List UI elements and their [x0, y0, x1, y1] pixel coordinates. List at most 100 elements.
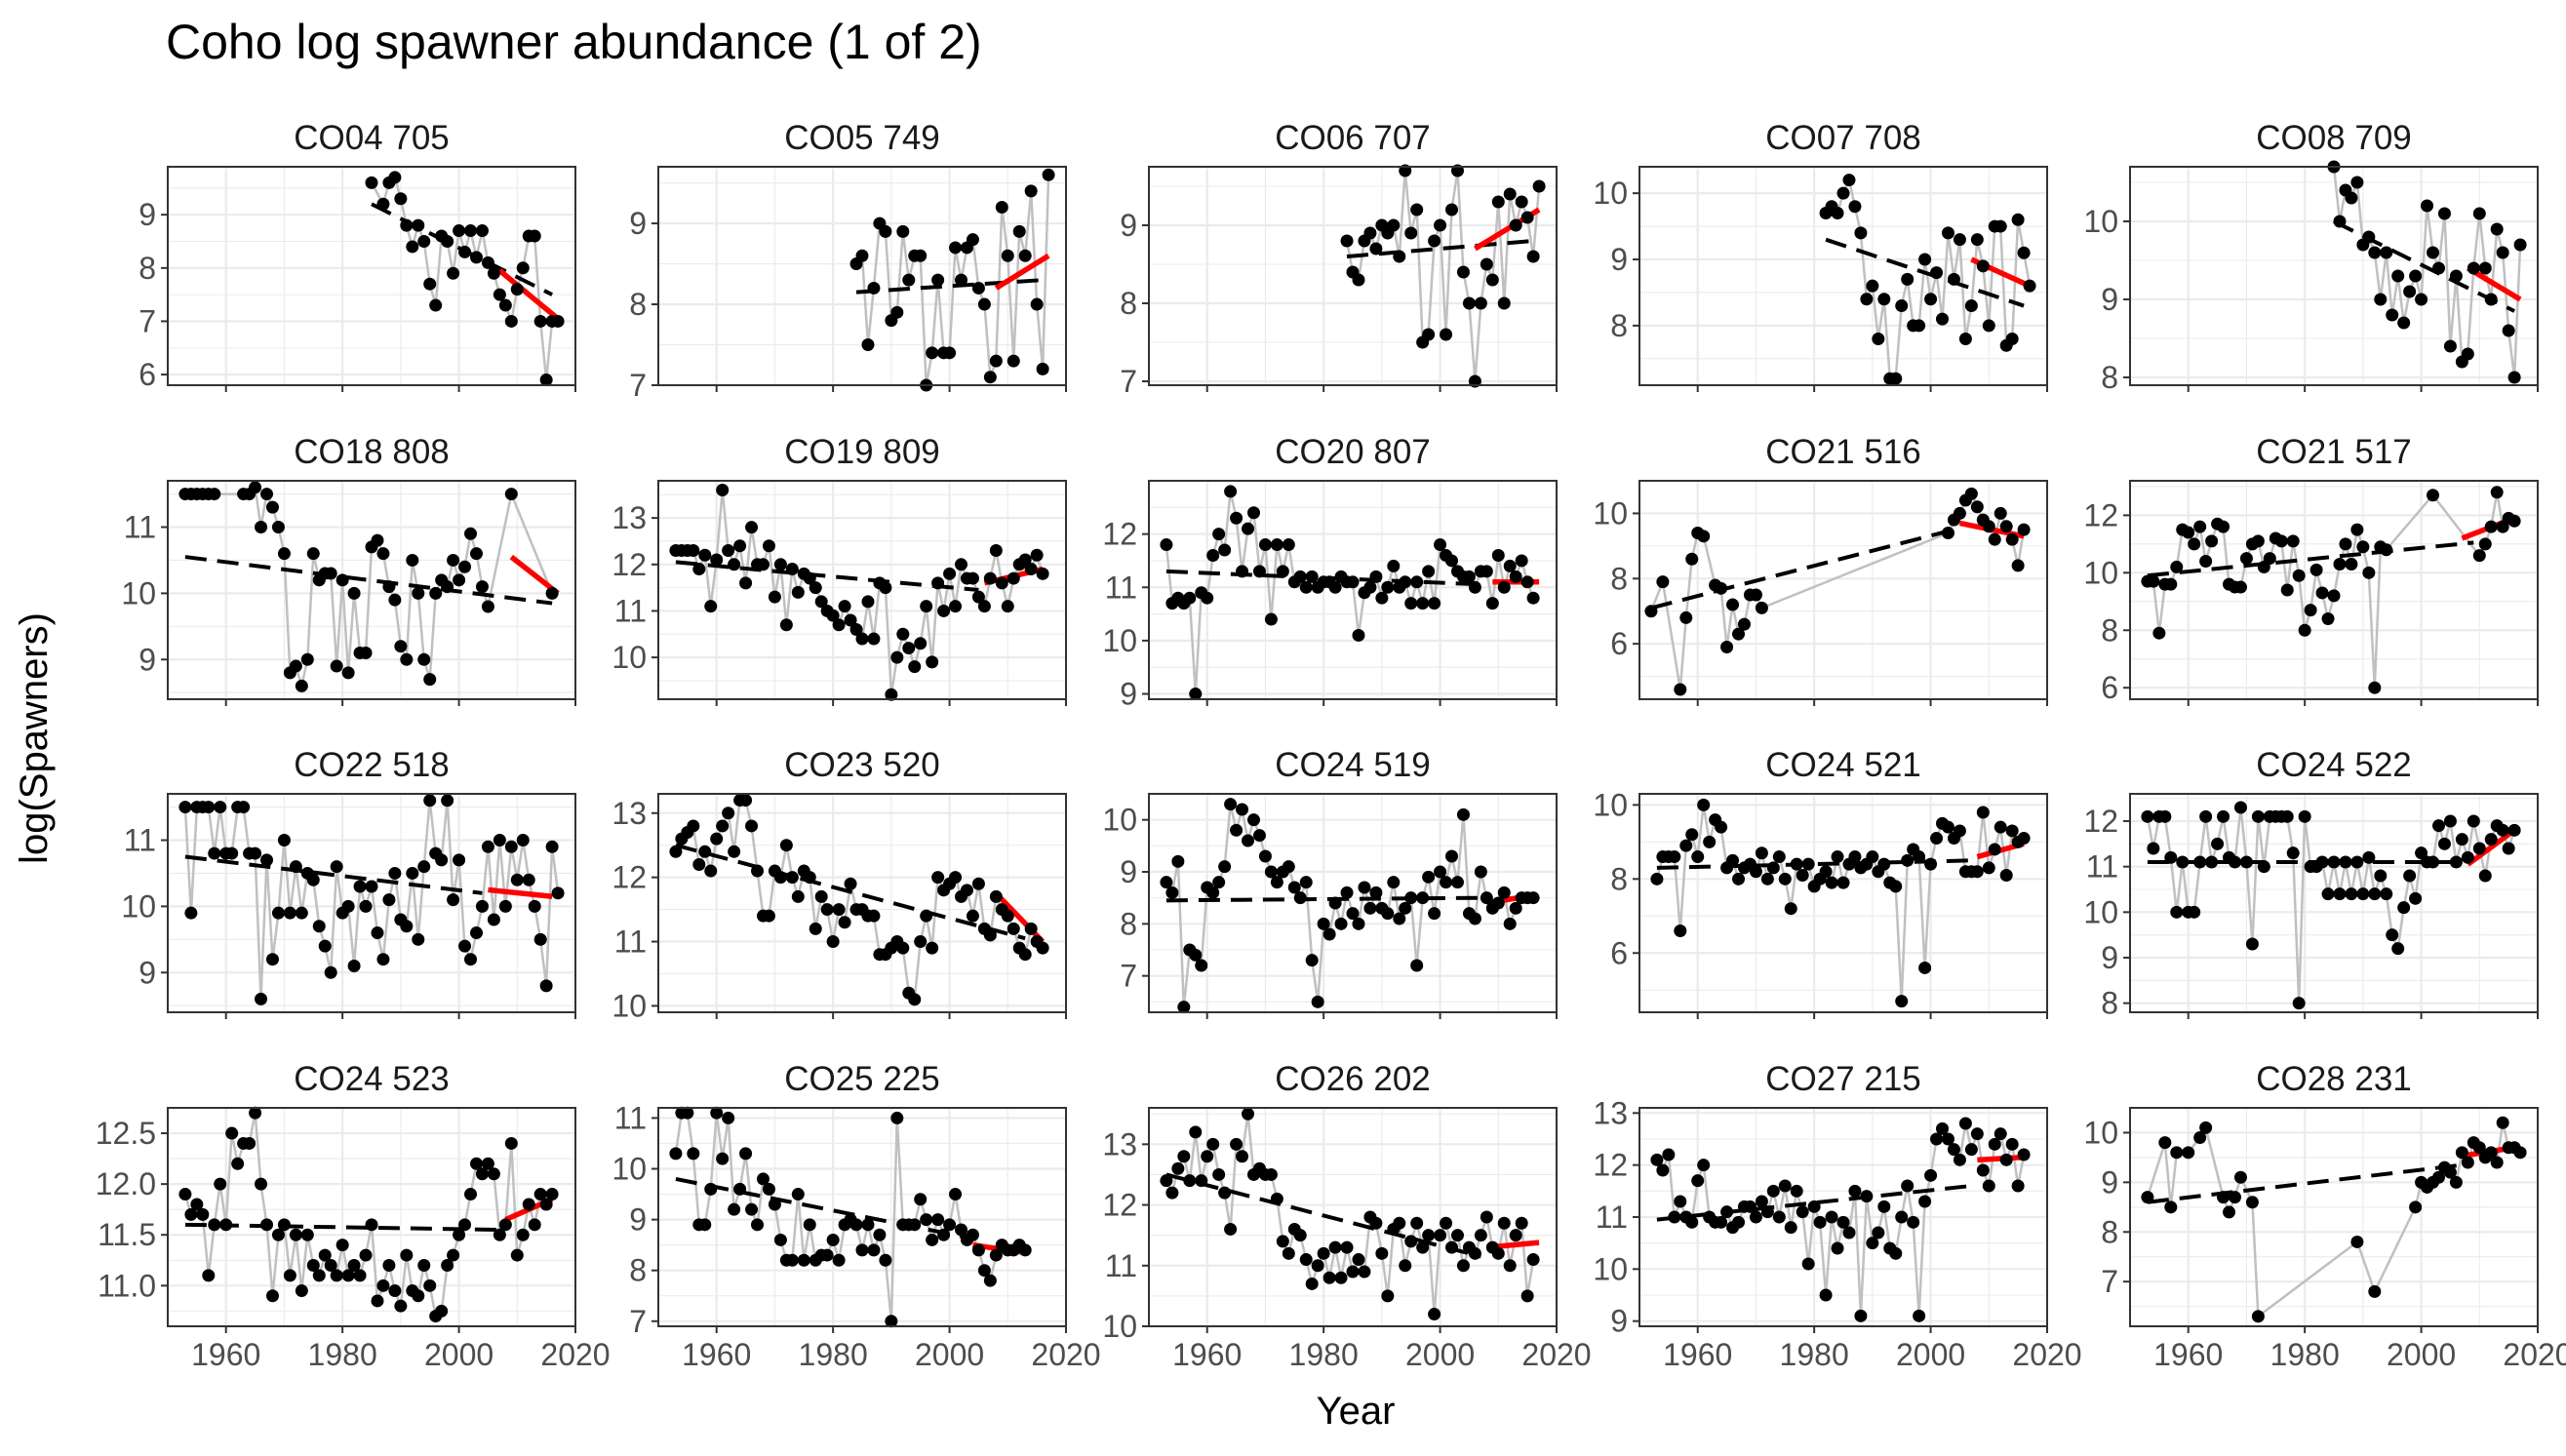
data-point	[341, 1269, 355, 1282]
y-tick-label: 10	[1593, 495, 1628, 531]
data-point	[2461, 850, 2474, 864]
data-point	[704, 600, 718, 613]
data-point	[2449, 1175, 2463, 1189]
y-tick-label: 9	[1120, 854, 1137, 889]
data-point	[1328, 580, 1342, 594]
data-point	[1346, 1265, 1360, 1279]
data-point	[1918, 253, 1932, 266]
y-tick-label: 8	[1120, 906, 1137, 941]
data-point	[2170, 1146, 2184, 1160]
data-point	[1242, 834, 1255, 847]
data-point	[2217, 520, 2230, 533]
data-point	[1766, 861, 1780, 875]
data-point	[1018, 948, 1032, 962]
data-point	[1450, 1229, 1464, 1242]
y-tick-label: 8	[2101, 986, 2118, 1021]
panel-co22-518: CO22 518 9 10 11	[121, 746, 577, 1019]
data-point	[312, 1269, 326, 1282]
data-point	[2386, 308, 2399, 322]
data-point	[1749, 588, 1762, 602]
data-point	[2217, 809, 2230, 823]
data-point	[417, 652, 431, 666]
data-point	[1299, 580, 1313, 594]
data-point	[2461, 347, 2474, 361]
data-point	[2147, 574, 2160, 588]
data-point	[1428, 1308, 1441, 1321]
data-point	[1480, 891, 1493, 905]
data-point	[283, 1269, 296, 1282]
data-point	[2345, 887, 2358, 901]
y-tick-label: 13	[612, 500, 647, 535]
data-point	[1445, 554, 1459, 568]
data-point	[394, 640, 408, 653]
data-point	[931, 576, 945, 590]
panel-co27-215: CO27 215 9 10 11 12 13 1960 1980 2000 2020	[1593, 1060, 2081, 1372]
data-point	[487, 913, 500, 926]
y-tick-label: 10	[2083, 555, 2118, 590]
data-point	[2251, 809, 2265, 823]
data-point	[716, 484, 730, 497]
trend-line-recent	[994, 253, 1050, 291]
data-point	[528, 899, 541, 913]
data-point	[1766, 1184, 1780, 1198]
trend-line-early	[1165, 1172, 1481, 1259]
data-point	[1650, 872, 1664, 885]
data-point	[1183, 591, 1197, 605]
y-tick-label: 12.0	[96, 1166, 156, 1201]
data-point	[1352, 628, 1365, 642]
y-tick-label: 9	[138, 955, 156, 990]
data-point	[879, 224, 892, 238]
panel-title: CO24 519	[1275, 746, 1431, 784]
x-tick-label: 1980	[308, 1337, 377, 1372]
data-point	[1679, 839, 1693, 852]
y-tick-label: 12	[612, 860, 647, 895]
data-point	[728, 558, 741, 571]
data-point	[2199, 555, 2213, 569]
data-point	[826, 935, 840, 949]
data-point	[1018, 1243, 1032, 1257]
data-point	[1252, 565, 1266, 578]
data-point	[353, 1269, 367, 1282]
panel-border	[167, 1107, 576, 1327]
data-point	[2170, 560, 2184, 573]
data-point	[178, 1188, 192, 1201]
data-point	[1399, 901, 1412, 915]
data-point	[1976, 806, 1990, 819]
data-point	[1270, 876, 1283, 889]
data-point	[989, 543, 1003, 557]
panel-co19-809: CO19 809 10 11 12 13	[612, 433, 1068, 706]
data-point	[295, 679, 308, 692]
data-point	[2449, 855, 2463, 869]
panel-co25-225: CO25 225 7 8 9 10 11 1960 1980 2000 2020	[612, 1060, 1100, 1372]
data-point	[1212, 876, 1226, 889]
data-point	[2350, 523, 2364, 536]
panel-border	[2129, 793, 2539, 1013]
data-point	[458, 1218, 472, 1232]
data-point	[1393, 1216, 1406, 1230]
data-point	[890, 650, 904, 664]
data-point	[1515, 195, 1528, 209]
data-point	[1218, 860, 1232, 874]
data-point	[2461, 1156, 2474, 1169]
data-point	[1485, 273, 1499, 287]
y-tick-label: 12	[612, 547, 647, 582]
y-tick-label: 9	[1610, 1304, 1628, 1339]
data-point	[832, 903, 846, 917]
data-point	[237, 801, 251, 814]
y-tick-label: 11	[1105, 1248, 1137, 1283]
data-point	[208, 488, 221, 501]
data-point	[2286, 846, 2300, 860]
data-point	[879, 1253, 892, 1267]
data-point	[2321, 887, 2335, 901]
data-point	[809, 922, 822, 935]
data-point	[1416, 1240, 1430, 1254]
data-point	[1456, 1259, 1470, 1273]
data-point	[417, 234, 431, 248]
data-point	[498, 298, 512, 312]
data-point	[2333, 887, 2347, 901]
data-point	[1404, 1235, 1418, 1248]
data-point	[469, 251, 483, 264]
data-point	[1236, 1150, 1249, 1163]
data-point	[949, 600, 963, 613]
panel-co18-808: CO18 808 9 10 11	[121, 433, 577, 706]
